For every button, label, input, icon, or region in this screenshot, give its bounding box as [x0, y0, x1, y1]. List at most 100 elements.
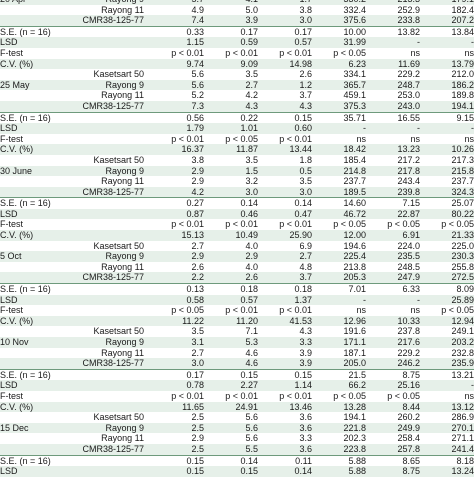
value-cell: 3.0	[204, 186, 258, 199]
value-cell: p < 0.05	[441, 305, 474, 316]
value-cell: 21.33	[420, 230, 474, 241]
value-cell: 14.98	[258, 58, 312, 70]
value-cell: 5.6	[245, 433, 258, 444]
date-cell	[0, 443, 62, 456]
value-cell: 5.88	[312, 454, 366, 467]
value-cell: 0.46	[204, 208, 258, 220]
table-row-variety: 20 AprRayong 95.74.11.7330.2213.3179.1	[0, 0, 474, 5]
value-cell: 0.13	[150, 283, 204, 295]
value-cell: 0.14	[204, 197, 258, 209]
value-cell: 257.8	[366, 443, 420, 456]
value-cell: 286.9	[451, 412, 474, 423]
value-cell: -	[420, 123, 474, 134]
stat-label-cell: S.E. (n = 16)	[0, 368, 150, 381]
value-cell: 5.7	[150, 0, 204, 5]
value-cell: 1.79	[150, 123, 204, 134]
value-cell: 3.0	[258, 15, 312, 27]
value-cell: 0.57	[258, 37, 312, 48]
value-cell: 272.5	[420, 272, 474, 285]
variety-cell: Rayong 11	[101, 261, 144, 272]
value-cell: 253.0	[397, 90, 420, 101]
value-cell: p < 0.01	[279, 305, 312, 316]
value-cell: 13.44	[258, 144, 312, 155]
table-row-stat: LSD 0.78 2.27 1.14 66.2 25.16-	[0, 380, 474, 391]
value-cell: 25.07	[420, 197, 474, 209]
value-cell: 217.2	[397, 154, 420, 165]
table-row-stat: LSD 0.58 0.57 1.37- -25.89	[0, 294, 474, 306]
value-cell: 9.74	[150, 58, 204, 70]
value-cell: 0.15	[204, 368, 258, 381]
value-cell: -	[366, 123, 420, 134]
value-cell: 10.00	[312, 25, 366, 38]
variety-cell: Rayong 11	[101, 433, 144, 444]
table-row-stat: LSD 0.87 0.46 0.47 46.72 22.87 80.22	[0, 208, 474, 220]
value-cell: 0.14	[204, 454, 258, 467]
variety-cell: CMR38-125-77	[62, 15, 150, 27]
value-cell: 3.5	[245, 154, 258, 165]
table-row-stat: C.V. (%) 15.13 10.49 25.90 12.00 6.91 21.33	[0, 230, 474, 241]
value-cell: 5.5	[204, 443, 258, 456]
table-row-variety: Kasetsart 50 2.5 5.6 3.6 194.1 260.2 286.9	[0, 412, 474, 423]
variety-cell: Kasetsart 50	[93, 240, 144, 251]
variety-cell: CMR38-125-77	[62, 358, 150, 370]
date-cell	[0, 69, 62, 80]
value-cell: 3.8	[191, 154, 204, 165]
value-cell: 4.3	[258, 100, 312, 113]
value-cell: 3.8	[299, 4, 312, 15]
value-cell: 237.8	[397, 326, 420, 337]
value-cell: 0.17	[204, 25, 258, 38]
value-cell: 260.2	[397, 412, 420, 423]
value-cell: 9.15	[420, 111, 474, 124]
value-cell: 3.9	[299, 347, 312, 358]
stat-label-cell: F-test	[0, 219, 24, 230]
value-cell: 46.72	[312, 208, 366, 220]
value-cell: 35.71	[312, 111, 366, 124]
value-cell: ns	[410, 305, 420, 316]
date-cell: 20 Apr	[0, 0, 62, 5]
value-cell: 22.87	[366, 208, 420, 220]
value-cell: 194.6	[343, 240, 366, 251]
value-cell: 3.6	[299, 412, 312, 423]
value-cell: 0.27	[150, 197, 204, 209]
value-cell: 10.33	[366, 315, 420, 327]
value-cell: 187.1	[343, 347, 366, 358]
date-cell	[0, 100, 62, 113]
date-cell: 30 June	[0, 165, 62, 177]
value-cell: 7.01	[312, 283, 366, 295]
value-cell: 235.5	[366, 251, 420, 262]
value-cell: 13.84	[420, 25, 474, 38]
value-cell: 4.3	[299, 326, 312, 337]
table-row-variety: CMR38-125-77 7.4 3.9 3.0 375.6 233.8 207.2	[0, 15, 474, 27]
value-cell: 5.6	[245, 412, 258, 423]
value-cell: 2.2	[150, 272, 204, 285]
value-cell: 4.2	[245, 90, 258, 101]
value-cell: 4.8	[299, 261, 312, 272]
value-cell: 4.6	[204, 358, 258, 370]
variety-cell: CMR38-125-77	[62, 186, 150, 199]
value-cell: 8.09	[420, 283, 474, 295]
variety-cell: Rayong 11	[101, 347, 144, 358]
value-cell: 3.5	[191, 326, 204, 337]
variety-cell: Rayong 11	[101, 4, 144, 15]
value-cell: 2.9	[150, 251, 204, 262]
value-cell: 235.9	[420, 358, 474, 370]
value-cell: 3.6	[258, 422, 312, 434]
value-cell: 13.23	[366, 144, 420, 155]
value-cell: 13.12	[420, 401, 474, 413]
value-cell: 213.8	[343, 261, 366, 272]
value-cell: 239.8	[366, 186, 420, 199]
stat-label-cell: C.V. (%)	[0, 58, 150, 70]
value-cell: 80.22	[420, 208, 474, 220]
stat-label-cell: C.V. (%)	[0, 315, 150, 327]
value-cell: 12.00	[312, 230, 366, 241]
value-cell: 2.6	[299, 69, 312, 80]
value-cell: 41.53	[258, 315, 312, 327]
value-cell: 2.7	[191, 240, 204, 251]
value-cell: 11.87	[204, 144, 258, 155]
value-cell: 2.9	[150, 165, 204, 177]
value-cell: 3.9	[258, 358, 312, 370]
table-row-stat: C.V. (%) 16.37 11.87 13.44 18.42 13.23 10.26	[0, 144, 474, 155]
value-cell: 13.82	[366, 25, 420, 38]
table-row-variety: Rayong 11 5.2 4.2 3.7 459.1 253.0 189.8	[0, 90, 474, 101]
value-cell: 182.4	[451, 4, 474, 15]
